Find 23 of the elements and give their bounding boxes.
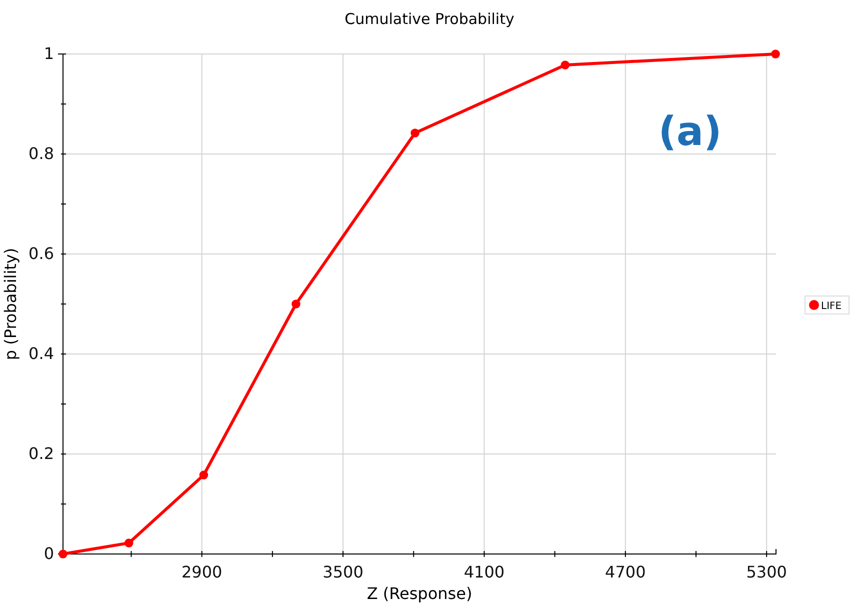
point (410, 128, 420, 138)
x-tick-label: 2900 (181, 562, 222, 582)
y-tick-label: 0.4 (28, 344, 54, 364)
y-axis-title: p (Probability) (1, 248, 20, 360)
y-tick-label: 0.6 (28, 244, 54, 264)
point (199, 470, 208, 480)
point (292, 300, 300, 308)
x-tick-label: 3500 (322, 562, 364, 582)
y-tick-label: 0.8 (28, 144, 54, 164)
y-tick-label: 0.2 (28, 444, 54, 464)
chart-title: Cumulative Probability (344, 10, 514, 28)
x-tick-label: 4100 (464, 562, 505, 582)
legend-label: LIFE (821, 301, 842, 312)
x-axis-title: Z (Response) (366, 584, 472, 603)
y-tick-label: 1 (44, 44, 54, 64)
x-tick-label: 4700 (605, 562, 646, 582)
annotation: (a) (658, 109, 722, 155)
point (771, 50, 780, 58)
x-tick-label: 5300 (746, 562, 787, 582)
point (58, 550, 68, 558)
point (560, 60, 570, 70)
y-tick-label: 0 (44, 544, 54, 564)
point (124, 538, 134, 548)
